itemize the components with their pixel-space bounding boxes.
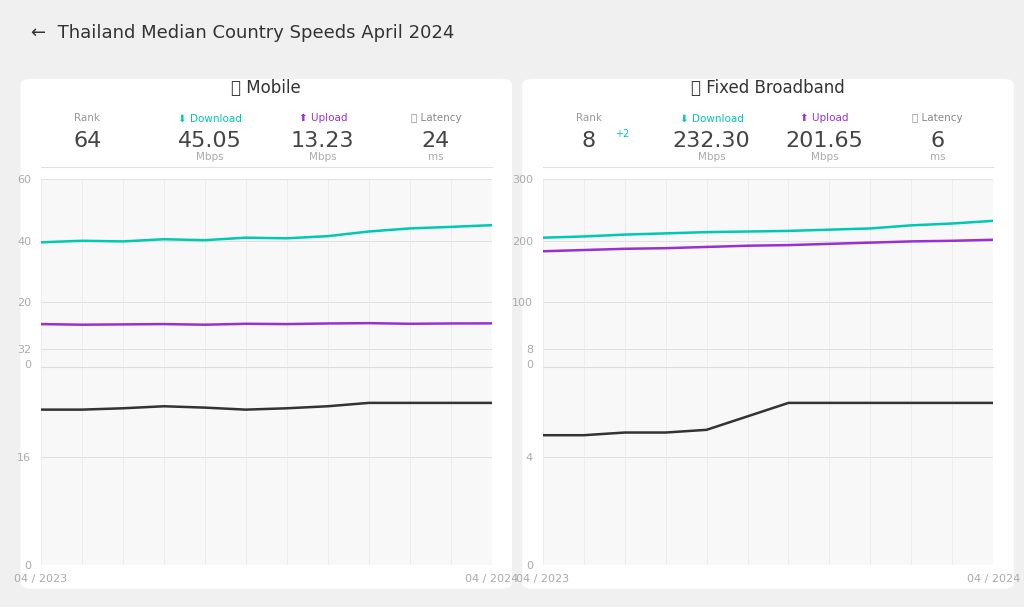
Text: ⏱ Latency: ⏱ Latency bbox=[912, 114, 963, 123]
Text: 📊 Mobile: 📊 Mobile bbox=[231, 79, 301, 97]
Text: ms: ms bbox=[930, 152, 945, 161]
Text: 201.65: 201.65 bbox=[785, 131, 863, 151]
Text: 45.05: 45.05 bbox=[178, 131, 242, 151]
Text: 64: 64 bbox=[73, 131, 101, 151]
Text: 8: 8 bbox=[582, 131, 596, 151]
Text: 📡 Fixed Broadband: 📡 Fixed Broadband bbox=[691, 79, 845, 97]
Text: Rank: Rank bbox=[577, 114, 602, 123]
Text: ⏱ Latency: ⏱ Latency bbox=[411, 114, 461, 123]
Text: Rank: Rank bbox=[75, 114, 100, 123]
Text: ⬆ Upload: ⬆ Upload bbox=[299, 114, 347, 123]
Text: 232.30: 232.30 bbox=[673, 131, 751, 151]
Text: ⬆ Upload: ⬆ Upload bbox=[801, 114, 849, 123]
Text: Mbps: Mbps bbox=[196, 152, 223, 161]
Text: 6: 6 bbox=[931, 131, 944, 151]
Text: 13.23: 13.23 bbox=[291, 131, 354, 151]
Text: Mbps: Mbps bbox=[811, 152, 839, 161]
Text: ←  Thailand Median Country Speeds April 2024: ← Thailand Median Country Speeds April 2… bbox=[31, 24, 454, 42]
Text: Mbps: Mbps bbox=[309, 152, 337, 161]
Text: ⬇ Download: ⬇ Download bbox=[178, 114, 242, 123]
Text: 24: 24 bbox=[422, 131, 450, 151]
Text: +2: +2 bbox=[614, 129, 629, 138]
Text: ⬇ Download: ⬇ Download bbox=[680, 114, 743, 123]
Text: Mbps: Mbps bbox=[697, 152, 725, 161]
Text: ms: ms bbox=[428, 152, 443, 161]
